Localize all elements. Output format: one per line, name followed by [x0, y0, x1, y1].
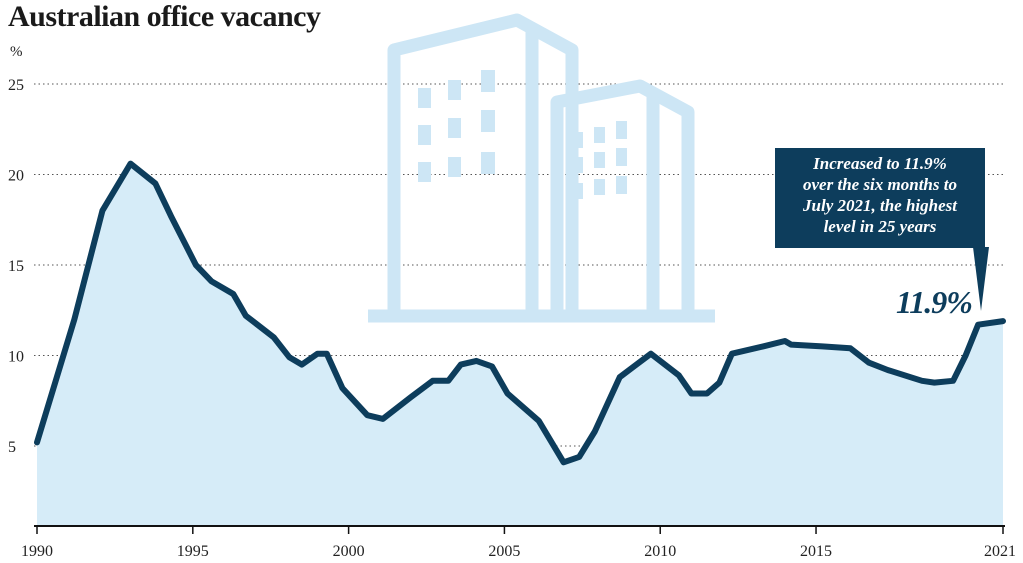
y-tick-label: 15	[8, 258, 24, 275]
y-axis: 5 10 15 20 25	[8, 77, 24, 456]
annotation-pointer	[973, 247, 989, 311]
x-tick-label: 2015	[800, 543, 832, 560]
y-tick-label: 25	[8, 77, 24, 94]
annotation-line: Increased to 11.9%	[813, 154, 947, 173]
y-tick-label: 20	[8, 168, 24, 185]
annotation-line: level in 25 years	[823, 217, 937, 236]
y-axis-unit-label: %	[10, 44, 23, 60]
latest-value-label: 11.9%	[896, 284, 973, 320]
annotation-line: July 2021, the highest	[803, 196, 957, 215]
x-tick-label: 2005	[488, 543, 520, 560]
x-tick-label: 2000	[333, 543, 365, 560]
office-buildings-icon	[368, 13, 715, 323]
x-tick-label: 2010	[644, 543, 676, 560]
annotation-line: over the six months to	[803, 175, 957, 194]
chart-title: Australian office vacancy	[8, 0, 321, 33]
y-tick-label: 10	[8, 349, 24, 366]
x-tick-label: 2021	[984, 543, 1016, 560]
y-tick-label: 5	[8, 439, 16, 456]
x-tick-label: 1995	[177, 543, 209, 560]
annotation-callout: Increased to 11.9% over the six months t…	[775, 148, 985, 248]
x-axis: 1990 1995 2000 2005 2010 2015 2021	[21, 526, 1016, 560]
vacancy-area-fill	[37, 163, 1003, 526]
x-tick-label: 1990	[21, 543, 53, 560]
vacancy-series-line	[34, 160, 1006, 466]
